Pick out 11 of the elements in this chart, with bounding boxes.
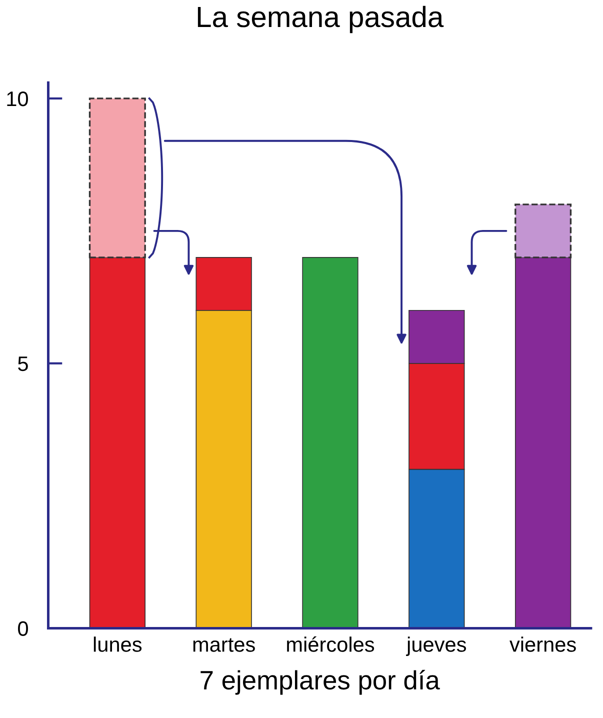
- y-tick-label: 0: [18, 621, 28, 636]
- bar: [302, 256, 358, 628]
- x-axis-title: 7 ejemplares por día: [200, 670, 440, 695]
- y-tick-label: 10: [7, 91, 28, 106]
- x-tick-label: viernes: [510, 636, 576, 652]
- x-tick-label: miércoles: [287, 636, 374, 652]
- x-tick-label: lunes: [94, 636, 142, 652]
- y-tick-label: 5: [18, 356, 28, 372]
- chart-title: La semana pasada: [198, 6, 444, 34]
- x-tick-label: martes: [193, 638, 255, 652]
- x-tick-label: jueves: [406, 636, 466, 656]
